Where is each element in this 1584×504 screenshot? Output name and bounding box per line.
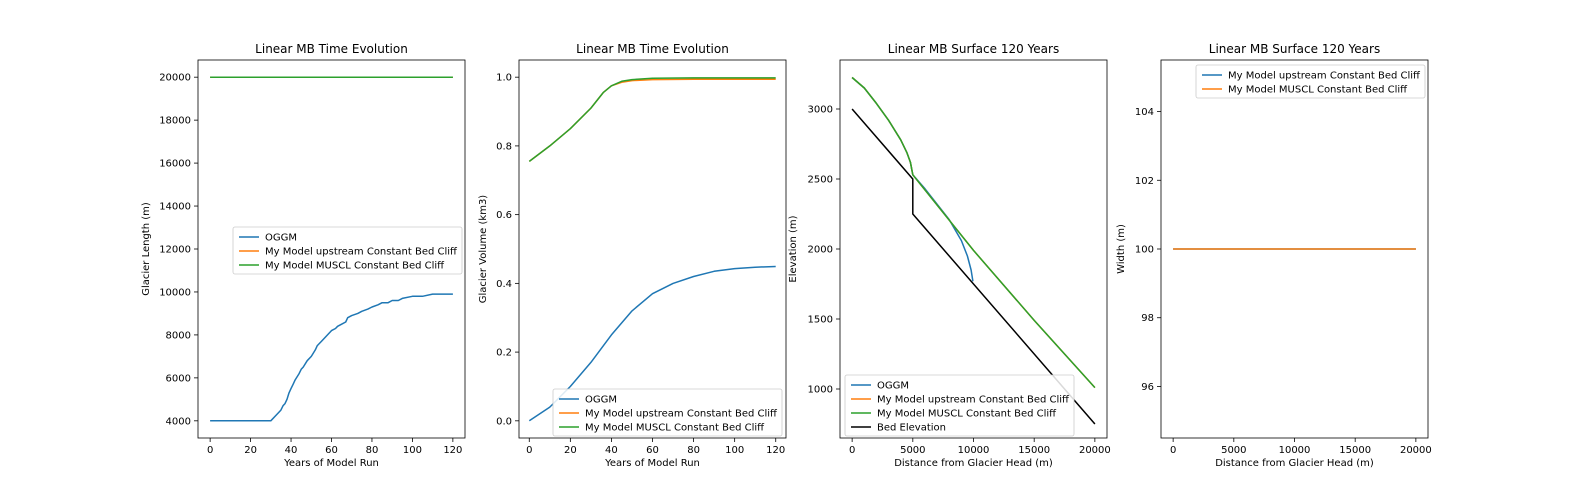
series-line-2 xyxy=(528,78,776,162)
x-tick-label: 5000 xyxy=(1221,445,1246,456)
y-tick-label: 1.0 xyxy=(496,73,512,84)
legend: OGGM My Model upstream Constant Bed Cliff… xyxy=(552,388,783,437)
chart-title: Linear MB Surface 120 Years xyxy=(888,42,1059,56)
x-tick-label: 15000 xyxy=(1018,445,1050,456)
legend: My Model upstream Constant Bed Cliff My M… xyxy=(1195,64,1426,99)
axes-frame xyxy=(518,59,787,439)
x-tick-label: 120 xyxy=(766,445,785,456)
y-tick-label: 8000 xyxy=(166,330,191,341)
legend-box xyxy=(552,388,783,437)
legend-label: My Model upstream Constant Bed Cliff xyxy=(877,395,1070,406)
y-tick-label: 0.4 xyxy=(496,279,512,290)
x-tick-label: 80 xyxy=(687,445,700,456)
chart-panel-1: 0 20 40 60 80 100 120 4000 6000 8000 10000 12000 140… xyxy=(141,42,466,469)
series-line-1 xyxy=(528,265,776,422)
x-tick-label: 60 xyxy=(325,445,338,456)
x-axis-label: Distance from Glacier Head (m) xyxy=(1215,458,1374,469)
x-tick-label: 10000 xyxy=(1279,445,1311,456)
chart-panel-2: 0 20 40 60 80 100 120 0.0 0.2 0.4 0.6 0.8 1.0 Linear … xyxy=(478,42,787,469)
series-line-2 xyxy=(851,76,1096,389)
legend-label: Bed Elevation xyxy=(877,423,946,434)
x-tick-label: 20 xyxy=(564,445,577,456)
legend-box xyxy=(1195,64,1426,99)
legend-label: OGGM xyxy=(265,233,297,244)
x-tick-label: 5000 xyxy=(900,445,925,456)
chart-title: Linear MB Time Evolution xyxy=(576,42,729,56)
y-tick-label: 98 xyxy=(1141,313,1154,324)
y-tick-label: 104 xyxy=(1135,107,1154,118)
x-tick-label: 0 xyxy=(849,445,855,456)
y-tick-label: 96 xyxy=(1141,382,1154,393)
y-tick-label: 100 xyxy=(1135,245,1154,256)
y-tick-label: 10000 xyxy=(159,287,191,298)
x-tick-label: 0 xyxy=(526,445,532,456)
series-line-1 xyxy=(210,293,453,422)
y-tick-label: 0.6 xyxy=(496,210,512,221)
y-tick-label: 14000 xyxy=(159,202,191,213)
legend-label: My Model upstream Constant Bed Cliff xyxy=(265,247,458,258)
chart-title: Linear MB Surface 120 Years xyxy=(1209,42,1380,56)
legend-label: My Model MUSCL Constant Bed Cliff xyxy=(265,261,445,272)
y-axis-label: Glacier Length (m) xyxy=(141,202,152,296)
x-tick-label: 100 xyxy=(403,445,422,456)
y-axis-label: Width (m) xyxy=(1116,224,1127,274)
series-line-3 xyxy=(528,77,776,162)
legend-label: My Model upstream Constant Bed Cliff xyxy=(1228,71,1421,82)
y-tick-label: 1000 xyxy=(808,385,833,396)
legend-box xyxy=(844,374,1075,437)
x-axis-label: Years of Model Run xyxy=(283,458,379,469)
y-axis-label: Glacier Volume (km3) xyxy=(478,195,489,304)
legend-box xyxy=(232,226,463,275)
series-line-4 xyxy=(851,108,1096,425)
y-tick-label: 4000 xyxy=(166,416,191,427)
x-tick-label: 0 xyxy=(1170,445,1176,456)
y-tick-label: 0.8 xyxy=(496,141,512,152)
y-tick-label: 1500 xyxy=(808,315,833,326)
x-axis-label: Years of Model Run xyxy=(604,458,700,469)
y-tick-label: 2000 xyxy=(808,245,833,256)
legend-label: My Model MUSCL Constant Bed Cliff xyxy=(877,409,1057,420)
x-tick-label: 20000 xyxy=(1079,445,1111,456)
x-tick-label: 0 xyxy=(207,445,213,456)
y-tick-label: 20000 xyxy=(159,73,191,84)
x-tick-label: 80 xyxy=(366,445,379,456)
legend-label: OGGM xyxy=(877,381,909,392)
y-tick-label: 6000 xyxy=(166,373,191,384)
x-tick-label: 20000 xyxy=(1400,445,1432,456)
y-tick-label: 2500 xyxy=(808,175,833,186)
legend-label: My Model MUSCL Constant Bed Cliff xyxy=(585,423,765,434)
x-tick-label: 15000 xyxy=(1339,445,1371,456)
x-axis-label: Distance from Glacier Head (m) xyxy=(894,458,1053,469)
y-tick-label: 0.0 xyxy=(496,416,512,427)
x-tick-label: 120 xyxy=(443,445,462,456)
y-tick-label: 102 xyxy=(1135,176,1154,187)
y-axis-label: Elevation (m) xyxy=(788,215,799,282)
y-tick-label: 3000 xyxy=(808,105,833,116)
x-tick-label: 40 xyxy=(605,445,618,456)
y-tick-label: 18000 xyxy=(159,116,191,127)
legend-label: OGGM xyxy=(585,395,617,406)
x-tick-label: 60 xyxy=(646,445,659,456)
legend-label: My Model MUSCL Constant Bed Cliff xyxy=(1228,85,1408,96)
legend: OGGM My Model upstream Constant Bed Cliff… xyxy=(844,374,1075,437)
chart-panel-3: 0 5000 10000 15000 20000 1000 1500 2000 2500 3000… xyxy=(788,42,1111,469)
y-tick-label: 16000 xyxy=(159,159,191,170)
series-line-3 xyxy=(851,76,1096,389)
x-tick-label: 20 xyxy=(244,445,257,456)
y-tick-label: 0.2 xyxy=(496,348,512,359)
y-tick-label: 12000 xyxy=(159,245,191,256)
x-tick-label: 100 xyxy=(725,445,744,456)
legend-label: My Model upstream Constant Bed Cliff xyxy=(585,409,778,420)
x-tick-label: 10000 xyxy=(958,445,990,456)
legend: OGGM My Model upstream Constant Bed Cliff… xyxy=(232,226,463,275)
chart-panel-4: 0 5000 10000 15000 20000 96 98 100 102 104 Linear … xyxy=(1116,42,1432,469)
x-tick-label: 40 xyxy=(285,445,298,456)
chart-title: Linear MB Time Evolution xyxy=(255,42,408,56)
